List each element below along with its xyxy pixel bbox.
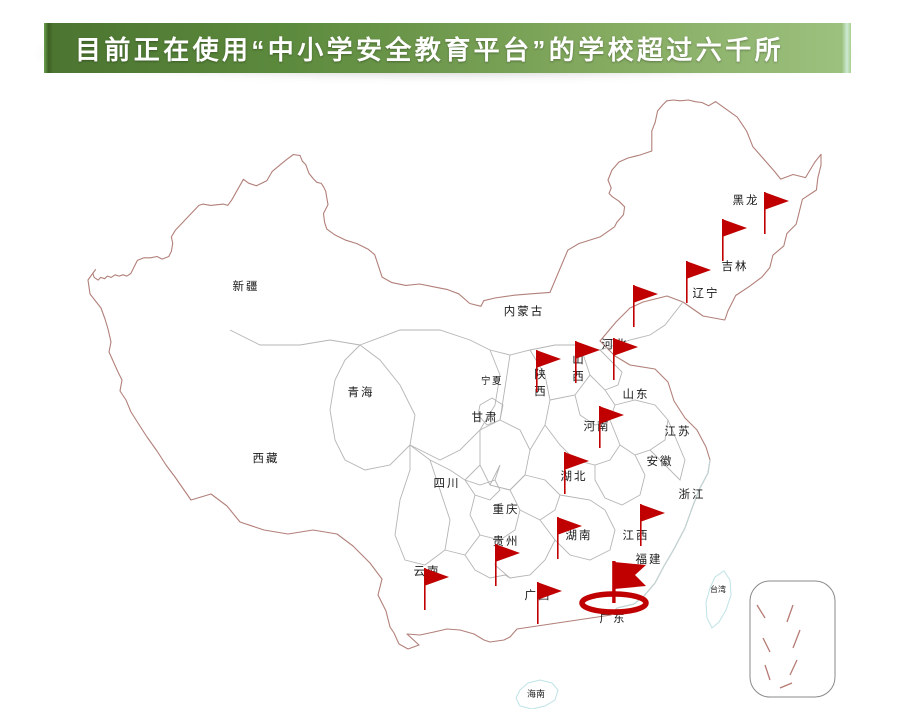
svg-text:辽宁: 辽宁	[693, 286, 720, 300]
svg-text:吉林: 吉林	[722, 259, 749, 273]
svg-text:海南: 海南	[527, 688, 545, 699]
svg-text:青海: 青海	[348, 385, 375, 399]
svg-text:江苏: 江苏	[665, 425, 692, 438]
svg-text:西藏: 西藏	[253, 452, 280, 465]
svg-text:台湾: 台湾	[710, 584, 726, 594]
svg-text:福建: 福建	[636, 552, 663, 566]
svg-text:新疆: 新疆	[233, 279, 260, 293]
svg-text:山东: 山东	[623, 388, 650, 401]
svg-text:黑龙: 黑龙	[733, 194, 760, 207]
svg-text:甘肃: 甘肃	[472, 411, 499, 424]
svg-text:四川: 四川	[434, 477, 461, 490]
svg-text:宁夏: 宁夏	[481, 375, 503, 387]
svg-text:安徽: 安徽	[647, 454, 674, 468]
svg-text:重庆: 重庆	[493, 502, 520, 516]
svg-text:浙江: 浙江	[679, 488, 706, 501]
svg-text:江西: 江西	[623, 529, 650, 542]
svg-text:内蒙古: 内蒙古	[504, 304, 545, 318]
